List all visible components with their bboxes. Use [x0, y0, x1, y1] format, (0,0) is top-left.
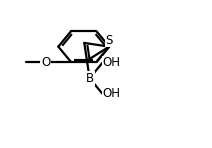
Text: O: O: [41, 56, 50, 69]
Text: S: S: [106, 34, 113, 47]
Text: B: B: [86, 72, 94, 85]
Text: OH: OH: [102, 56, 120, 69]
Text: OH: OH: [102, 87, 120, 100]
